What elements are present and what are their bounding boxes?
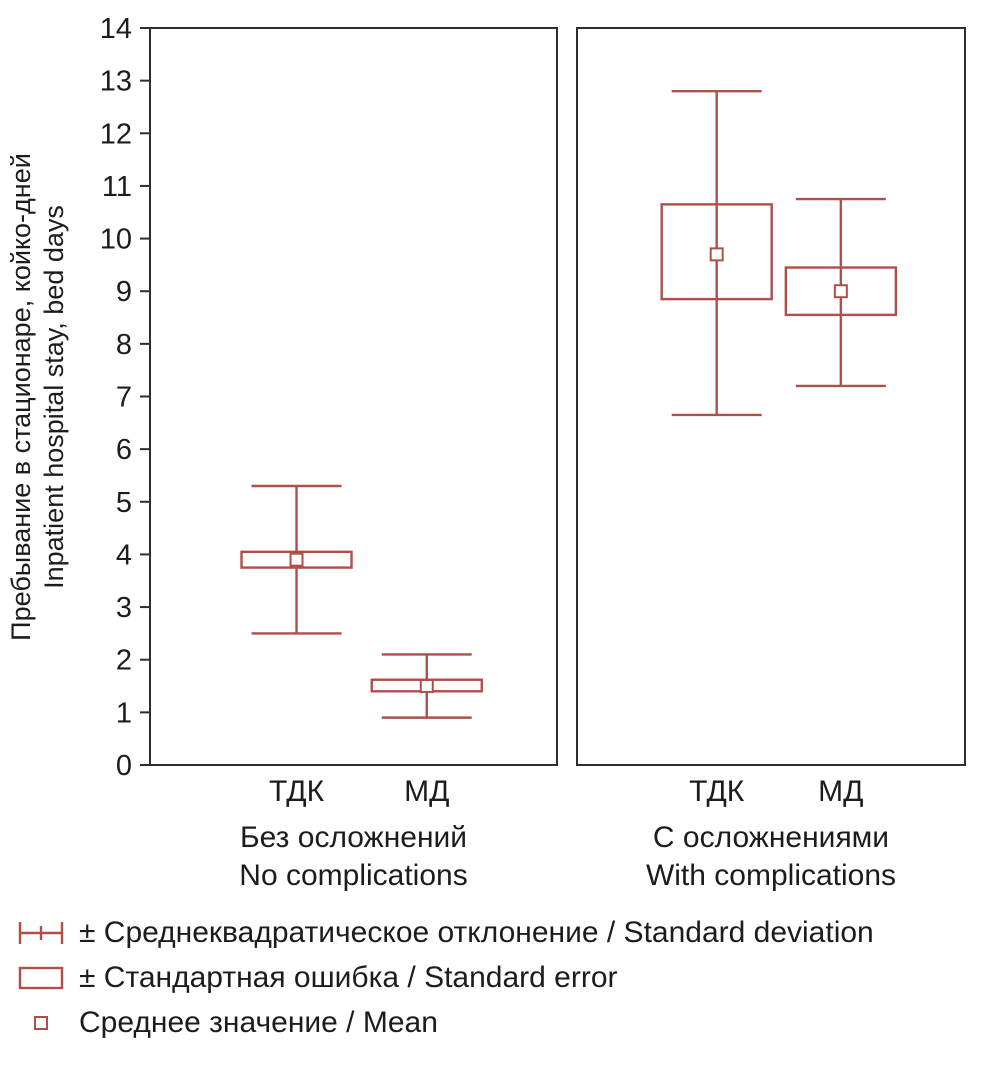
- y-tick-label: 11: [102, 171, 132, 203]
- y-tick-label: 10: [100, 224, 132, 256]
- x-group-label: ТДК: [689, 775, 745, 808]
- boxplot-chart: Пребывание в стационаре, койко-дней Inpa…: [6, 13, 966, 892]
- se-box: [660, 203, 773, 301]
- panel-caption-en: No complications: [239, 859, 467, 892]
- mean-marker: [833, 284, 848, 299]
- y-tick-label: 3: [116, 592, 132, 624]
- panel-caption-en: With complications: [646, 859, 896, 892]
- se-box-icon: [18, 966, 64, 990]
- se-box: [240, 550, 353, 569]
- y-tick-label: 7: [116, 382, 132, 414]
- legend-label-mean: Среднее значение / Mean: [79, 1006, 438, 1039]
- panel-border: [149, 27, 558, 766]
- panel-caption-ru: С осложнениями: [653, 821, 889, 854]
- y-tick-label: 14: [100, 13, 132, 45]
- legend-label-standard-error: ± Стандартная ошибка / Standard error: [79, 961, 618, 994]
- y-tick-label: 2: [116, 645, 132, 677]
- mean-marker-icon: [34, 1016, 48, 1030]
- mean-marker: [419, 679, 434, 694]
- mean-marker: [709, 247, 724, 262]
- y-tick-label: 1: [116, 697, 132, 729]
- y-tick-label: 6: [116, 434, 132, 466]
- y-tick-label: 5: [116, 487, 132, 519]
- se-box: [784, 266, 898, 317]
- x-group-label: МД: [818, 775, 863, 808]
- legend-label-standard-deviation: ± Среднеквадратическое отклонение / Stan…: [79, 916, 874, 949]
- y-tick-label: 4: [116, 539, 132, 571]
- y-axis-label-en: Inpatient hospital stay, bed days: [39, 205, 69, 589]
- x-group-label: МД: [404, 775, 449, 808]
- panel-caption-ru: Без осложнений: [240, 821, 467, 854]
- y-axis-label-ru: Пребывание в стационаре, койко-дней: [6, 153, 36, 641]
- legend: ± Среднеквадратическое отклонение / Stan…: [0, 905, 992, 1041]
- y-tick-label: 13: [100, 66, 132, 98]
- mean-marker: [289, 552, 304, 567]
- x-group-label: ТДК: [269, 775, 325, 808]
- sd-whisker-icon: [18, 922, 64, 944]
- panel-border: [576, 27, 966, 766]
- legend-row-mean: Среднее значение / Mean: [16, 1005, 992, 1041]
- y-tick-label: 12: [100, 118, 132, 150]
- legend-row-standard-error: ± Стандартная ошибка / Standard error: [16, 960, 992, 996]
- legend-row-standard-deviation: ± Среднеквадратическое отклонение / Stan…: [16, 915, 992, 951]
- y-tick-label: 9: [116, 276, 132, 308]
- y-tick-label: 0: [116, 750, 132, 782]
- y-tick-label: 8: [116, 329, 132, 361]
